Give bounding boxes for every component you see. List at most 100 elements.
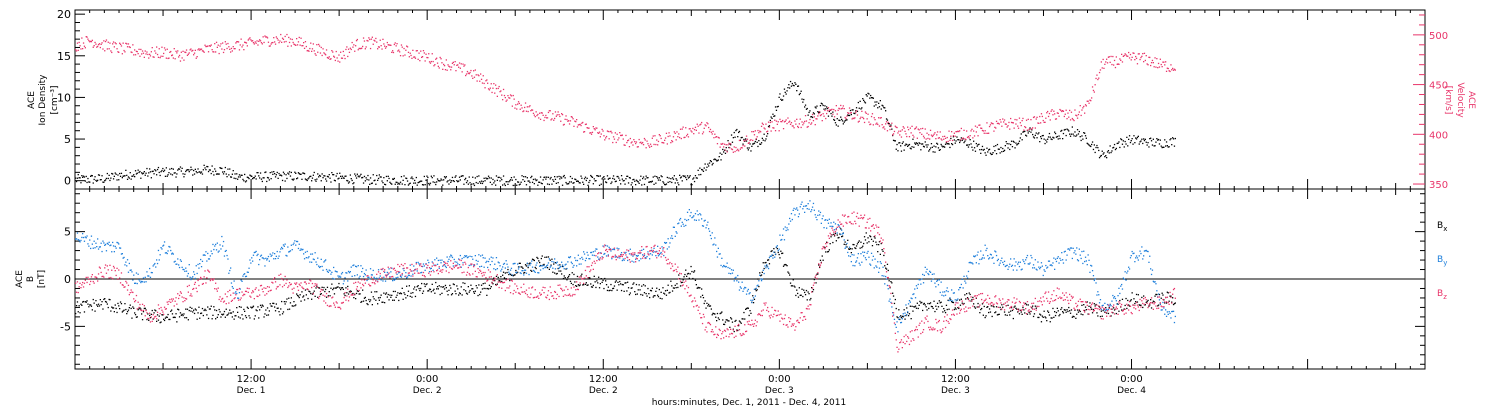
bx-point: [1002, 307, 1003, 308]
bx-point: [268, 314, 269, 315]
by-point: [476, 260, 477, 261]
velocity-point: [609, 138, 610, 139]
velocity-point: [1058, 113, 1059, 114]
by-point: [925, 267, 926, 268]
velocity-point: [182, 51, 183, 52]
density-point: [562, 185, 563, 186]
by-point: [978, 263, 979, 264]
by-point: [871, 253, 872, 254]
bx-point: [844, 244, 845, 245]
by-point: [901, 322, 902, 323]
density-point: [395, 184, 396, 185]
density-point: [229, 168, 230, 169]
density-point: [133, 174, 134, 175]
by-point: [808, 209, 809, 210]
bx-point: [291, 297, 292, 298]
density-point: [770, 120, 771, 121]
bx-point: [386, 292, 387, 293]
velocity-point: [568, 120, 569, 121]
density-point: [199, 171, 200, 172]
density-point: [826, 106, 827, 107]
density-point: [444, 176, 445, 177]
density-point: [771, 118, 772, 119]
bx-point: [996, 306, 997, 307]
velocity-point: [250, 39, 251, 40]
velocity-point: [385, 48, 386, 49]
velocity-point: [1102, 67, 1103, 68]
velocity-point: [1086, 105, 1087, 106]
bx-point: [822, 255, 823, 256]
velocity-point: [291, 45, 292, 46]
density-point: [92, 175, 93, 176]
density-point: [535, 179, 536, 180]
density-point: [685, 177, 686, 178]
density-point: [950, 138, 951, 139]
density-point: [572, 178, 573, 179]
density-point: [344, 178, 345, 179]
by-point: [484, 258, 485, 259]
density-point: [606, 182, 607, 183]
bx-point: [248, 308, 249, 309]
by-point: [872, 259, 873, 260]
bx-point: [467, 293, 468, 294]
velocity-point: [863, 118, 864, 119]
by-point: [267, 258, 268, 259]
density-point: [242, 179, 243, 180]
by-point: [963, 287, 964, 288]
velocity-point: [755, 130, 756, 131]
velocity-point: [102, 48, 103, 49]
velocity-point: [303, 42, 304, 43]
bx-point: [450, 287, 451, 288]
bx-point: [1143, 295, 1144, 296]
bx-point: [422, 293, 423, 294]
bx-point: [191, 308, 192, 309]
velocity-point: [800, 119, 801, 120]
velocity-point: [1103, 68, 1104, 69]
velocity-point: [838, 110, 839, 111]
bx-point: [728, 320, 729, 321]
velocity-point: [569, 123, 570, 124]
by-point: [126, 265, 127, 266]
density-point: [1076, 134, 1077, 135]
by-point: [729, 268, 730, 269]
velocity-point: [462, 64, 463, 65]
density-point: [652, 181, 653, 182]
velocity-point: [975, 126, 976, 127]
velocity-point: [461, 63, 462, 64]
velocity-point: [261, 42, 262, 43]
bx-point: [730, 317, 731, 318]
velocity-point: [392, 50, 393, 51]
density-point: [715, 159, 716, 160]
by-point: [312, 253, 313, 254]
by-point: [543, 268, 544, 269]
bx-point: [964, 294, 965, 295]
density-point: [658, 179, 659, 180]
by-point: [1002, 262, 1003, 263]
bx-point: [1076, 314, 1077, 315]
bx-point: [896, 308, 897, 309]
velocity-point: [845, 118, 846, 119]
by-point: [455, 261, 456, 262]
by-point: [967, 277, 968, 278]
bx-point: [480, 292, 481, 293]
by-point: [214, 245, 215, 246]
by-point: [491, 261, 492, 262]
bx-point: [643, 284, 644, 285]
bx-point: [514, 274, 515, 275]
bx-point: [506, 272, 507, 273]
density-point: [534, 183, 535, 184]
by-point: [142, 281, 143, 282]
density-point: [412, 178, 413, 179]
bx-point: [686, 276, 687, 277]
velocity-point: [760, 131, 761, 132]
by-point: [1043, 275, 1044, 276]
by-point: [76, 238, 77, 239]
by-point: [1031, 257, 1032, 258]
velocity-point: [150, 55, 151, 56]
by-point: [90, 248, 91, 249]
velocity-point: [220, 43, 221, 44]
density-point: [1058, 138, 1059, 139]
by-point: [923, 282, 924, 283]
by-point: [766, 264, 767, 265]
